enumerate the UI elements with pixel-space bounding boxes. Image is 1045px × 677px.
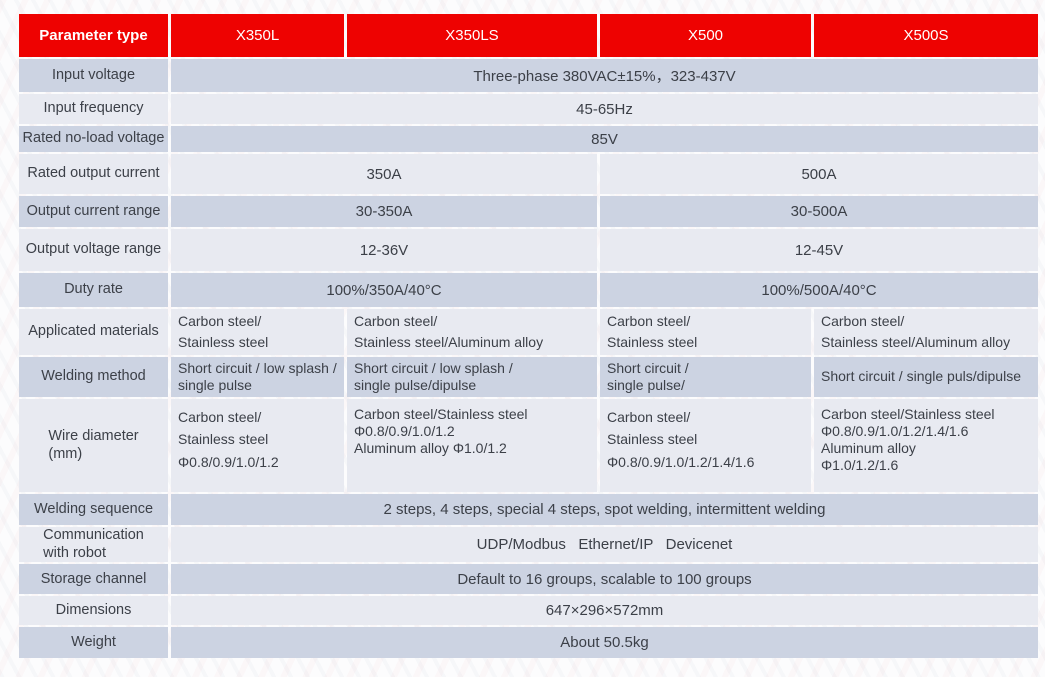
welding-sequence-label-text: Welding sequence	[33, 500, 154, 517]
applicated-materials-x500s: Carbon steel/ Stainless steel/Aluminum a…	[814, 309, 1038, 355]
applicated-materials-x500: Carbon steel/ Stainless steel	[600, 309, 811, 355]
col-header-x500: X500	[600, 14, 811, 57]
row-weight: Weight About 50.5kg	[19, 627, 1038, 659]
welding-method-label: Welding method	[19, 357, 168, 397]
duty-rate-label-text: Duty rate	[64, 281, 123, 298]
weight-label: Weight	[19, 627, 168, 659]
wire-diameter-x350l: Carbon steel/ Stainless steel Φ0.8/0.9/1…	[171, 399, 344, 492]
welding-method-label-text: Welding method	[41, 368, 146, 385]
row-wire-diameter: Wire diameter (mm) Carbon steel/ Stainle…	[19, 399, 1038, 492]
dimensions-label: Dimensions	[19, 596, 168, 626]
rated-output-current-350: 350A	[171, 154, 597, 194]
output-voltage-range-500: 12-45V	[600, 229, 1038, 271]
wire-diameter-label-text: Wire diameter (mm)	[48, 427, 139, 462]
row-welding-method: Welding method Short circuit / low splas…	[19, 357, 1038, 397]
output-voltage-range-label-text: Output voltage range	[25, 241, 162, 258]
row-no-load-voltage: Rated no-load voltage 85V	[19, 126, 1038, 152]
col-header-parameter-type: Parameter type	[19, 14, 168, 57]
row-input-voltage: Input voltage Three-phase 380VAC±15%，323…	[19, 59, 1038, 92]
wire-diameter-x500s: Carbon steel/Stainless steel Φ0.8/0.9/1.…	[814, 399, 1038, 492]
storage-channel-label-text: Storage channel	[40, 570, 147, 587]
communication-label: Communication with robot	[19, 527, 168, 563]
applicated-materials-x350ls: Carbon steel/ Stainless steel/Aluminum a…	[347, 309, 597, 355]
weight-value: About 50.5kg	[171, 627, 1038, 659]
row-communication: Communication with robot UDP/Modbus Ethe…	[19, 527, 1038, 563]
storage-channel-label: Storage channel	[19, 564, 168, 595]
row-dimensions: Dimensions 647×296×572mm	[19, 596, 1038, 626]
row-output-current-range: Output current range 30-350A 30-500A	[19, 196, 1038, 227]
duty-rate-350: 100%/350A/40°C	[171, 273, 597, 307]
output-voltage-range-350: 12-36V	[171, 229, 597, 271]
row-storage-channel: Storage channel Default to 16 groups, sc…	[19, 564, 1038, 595]
storage-channel-value: Default to 16 groups, scalable to 100 gr…	[171, 564, 1038, 595]
input-voltage-label-text: Input voltage	[51, 66, 136, 83]
row-rated-output-current: Rated output current 350A 500A	[19, 154, 1038, 194]
wire-diameter-label: Wire diameter (mm)	[19, 399, 168, 492]
output-current-range-label: Output current range	[19, 196, 168, 227]
output-current-range-500: 30-500A	[600, 196, 1038, 227]
row-input-frequency: Input frequency 45-65Hz	[19, 94, 1038, 124]
welding-sequence-label: Welding sequence	[19, 494, 168, 525]
communication-label-text: Communication with robot	[43, 527, 144, 561]
welding-method-x350l: Short circuit / low splash / single puls…	[171, 357, 344, 397]
applicated-materials-x350l: Carbon steel/ Stainless steel	[171, 309, 344, 355]
applicated-materials-label-text: Applicated materials	[28, 323, 159, 340]
welding-method-x350ls: Short circuit / low splash / single puls…	[347, 357, 597, 397]
output-current-range-label-text: Output current range	[26, 202, 161, 219]
duty-rate-label: Duty rate	[19, 273, 168, 307]
dimensions-label-text: Dimensions	[55, 602, 132, 619]
row-output-voltage-range: Output voltage range 12-36V 12-45V	[19, 229, 1038, 271]
rated-output-current-label: Rated output current	[19, 154, 168, 194]
input-voltage-label: Input voltage	[19, 59, 168, 92]
spec-table: Parameter type X350L X350LS X500 X500S I…	[16, 12, 1041, 660]
input-voltage-value: Three-phase 380VAC±15%，323-437V	[171, 59, 1038, 92]
input-frequency-value: 45-65Hz	[171, 94, 1038, 124]
col-header-x350l: X350L	[171, 14, 344, 57]
wire-diameter-x500: Carbon steel/ Stainless steel Φ0.8/0.9/1…	[600, 399, 811, 492]
no-load-voltage-label-text: Rated no-load voltage	[22, 130, 165, 147]
welding-sequence-value: 2 steps, 4 steps, special 4 steps, spot …	[171, 494, 1038, 525]
output-voltage-range-label: Output voltage range	[19, 229, 168, 271]
input-frequency-label: Input frequency	[19, 94, 168, 124]
row-welding-sequence: Welding sequence 2 steps, 4 steps, speci…	[19, 494, 1038, 525]
no-load-voltage-value: 85V	[171, 126, 1038, 152]
duty-rate-500: 100%/500A/40°C	[600, 273, 1038, 307]
welding-method-x500s: Short circuit / single puls/dipulse	[814, 357, 1038, 397]
col-header-x350ls: X350LS	[347, 14, 597, 57]
welding-method-x500: Short circuit / single pulse/	[600, 357, 811, 397]
output-current-range-350: 30-350A	[171, 196, 597, 227]
weight-label-text: Weight	[71, 634, 116, 651]
row-duty-rate: Duty rate 100%/350A/40°C 100%/500A/40°C	[19, 273, 1038, 307]
col-header-x500s: X500S	[814, 14, 1038, 57]
rated-output-current-label-text: Rated output current	[27, 165, 160, 182]
header-row: Parameter type X350L X350LS X500 X500S	[19, 14, 1038, 57]
communication-value: UDP/Modbus Ethernet/IP Devicenet	[171, 527, 1038, 563]
page-background: { "colors": { "header_red": "#ee0201", "…	[0, 12, 1045, 677]
no-load-voltage-label: Rated no-load voltage	[19, 126, 168, 152]
row-applicated-materials: Applicated materials Carbon steel/ Stain…	[19, 309, 1038, 355]
rated-output-current-500: 500A	[600, 154, 1038, 194]
input-frequency-label-text: Input frequency	[43, 100, 144, 117]
applicated-materials-label: Applicated materials	[19, 309, 168, 355]
dimensions-value: 647×296×572mm	[171, 596, 1038, 626]
wire-diameter-x350ls: Carbon steel/Stainless steel Φ0.8/0.9/1.…	[347, 399, 597, 492]
